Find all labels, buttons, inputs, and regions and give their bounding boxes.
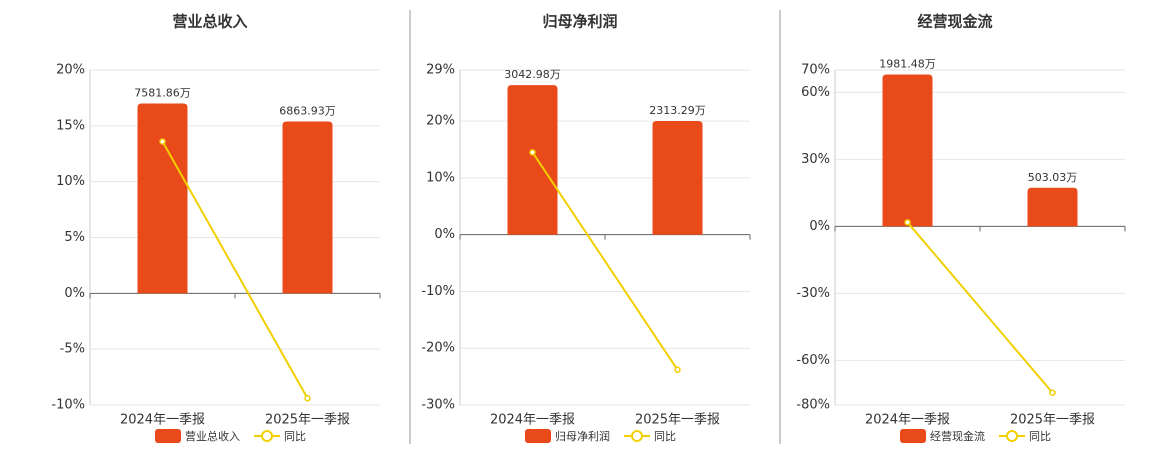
y-tick-label: -5% xyxy=(60,342,85,357)
point xyxy=(1049,389,1056,396)
y-tick-label: 29% xyxy=(426,63,455,78)
legend-swatch xyxy=(1006,430,1018,442)
x-tick-label: 2024年一季报 xyxy=(490,413,575,428)
y-tick-label: 10% xyxy=(426,170,455,185)
line xyxy=(161,140,309,399)
y-tick-label: 70% xyxy=(801,63,830,78)
point xyxy=(304,395,311,402)
y-tick-label: -20% xyxy=(421,341,455,356)
y-tick-label: 0% xyxy=(434,227,455,242)
value-label: 1981.48万 xyxy=(879,57,936,70)
x-tick-label: 2025年一季报 xyxy=(635,413,720,428)
line xyxy=(531,151,679,371)
bar xyxy=(507,85,558,235)
y-tick-label: 10% xyxy=(56,174,85,189)
point xyxy=(529,149,536,156)
line xyxy=(906,221,1054,394)
y-tick-label: 60% xyxy=(801,85,830,100)
legend-label: 同比 xyxy=(1029,430,1051,443)
y-tick-label: -60% xyxy=(796,353,830,368)
legend-label: 同比 xyxy=(284,430,306,443)
bar xyxy=(882,74,933,227)
point xyxy=(159,138,166,145)
value-label: 7581.86万 xyxy=(134,87,191,100)
y-tick-label: 5% xyxy=(64,230,85,245)
legend-swatch xyxy=(900,429,926,443)
legend-label: 归母净利润 xyxy=(555,429,610,443)
point xyxy=(904,219,911,226)
legend-label: 营业总收入 xyxy=(185,429,240,443)
x-tick-label: 2025年一季报 xyxy=(265,413,350,428)
value-label: 6863.93万 xyxy=(279,104,336,117)
x-tick-label: 2024年一季报 xyxy=(120,413,205,428)
y-tick-label: 0% xyxy=(64,286,85,301)
y-tick-label: 0% xyxy=(809,219,830,234)
bar xyxy=(282,121,333,294)
legend-swatch xyxy=(261,430,273,442)
chart-title: 经营现金流 xyxy=(917,13,992,31)
y-tick-label: 20% xyxy=(426,114,455,129)
legend-swatch xyxy=(631,430,643,442)
chart-title: 归母净利润 xyxy=(542,13,617,31)
y-tick-label: -30% xyxy=(421,398,455,413)
bar xyxy=(137,103,188,294)
bar xyxy=(652,120,703,235)
value-label: 3042.98万 xyxy=(504,68,561,81)
bar xyxy=(1027,187,1078,227)
x-tick-label: 2025年一季报 xyxy=(1010,413,1095,428)
legend-swatch xyxy=(525,429,551,443)
y-tick-label: 20% xyxy=(56,63,85,78)
y-tick-label: -30% xyxy=(796,286,830,301)
legend-label: 经营现金流 xyxy=(930,429,985,443)
point xyxy=(674,366,681,374)
chart-title: 营业总收入 xyxy=(172,13,247,31)
value-label: 503.03万 xyxy=(1028,171,1078,184)
legend-swatch xyxy=(155,429,181,443)
y-tick-label: 30% xyxy=(801,152,830,167)
y-tick-label: -80% xyxy=(796,398,830,413)
y-tick-label: -10% xyxy=(51,398,85,413)
y-tick-label: -10% xyxy=(421,284,455,299)
legend-label: 同比 xyxy=(654,430,676,443)
x-tick-label: 2024年一季报 xyxy=(865,413,950,428)
value-label: 2313.29万 xyxy=(649,104,706,117)
y-tick-label: 15% xyxy=(56,118,85,133)
